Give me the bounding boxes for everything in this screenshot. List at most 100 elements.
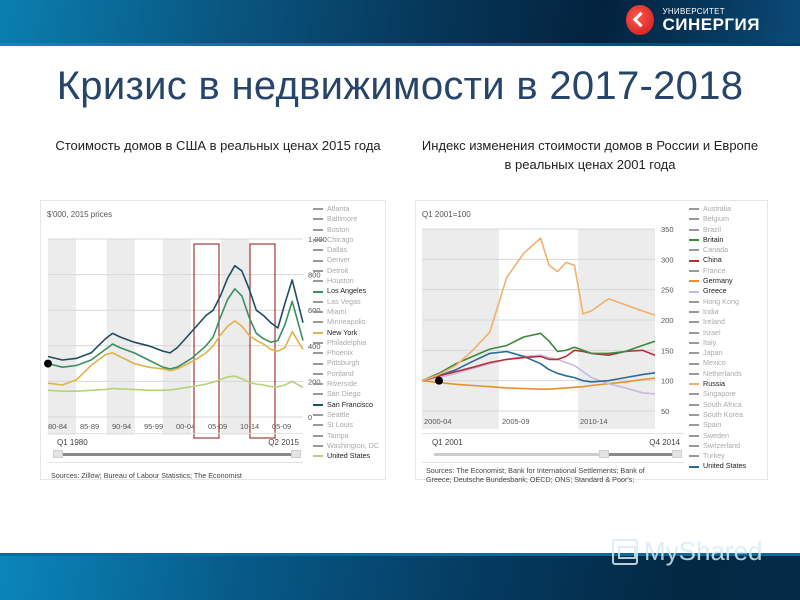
legend-item[interactable]: South Korea [689,410,746,420]
legend-item[interactable]: Switzerland [689,441,746,451]
legend-item[interactable]: Boston [313,225,379,235]
legend-item[interactable]: Hong Kong [689,297,746,307]
legend-item[interactable]: Houston [313,276,379,286]
legend-item[interactable]: United States [689,461,746,471]
legend-item[interactable]: Russia [689,379,746,389]
sources-text: Sources: The Economist; Bank for Interna… [426,466,645,484]
legend-swatch-icon [689,239,699,242]
city-legend: Atlanta Baltimore Boston Chicago Dallas Denve… [313,204,379,461]
legend-item[interactable]: Phoenix [313,348,379,358]
svg-text:600: 600 [308,306,321,315]
legend-item[interactable]: Riverside [313,379,379,389]
legend-swatch-icon [313,403,323,406]
legend-swatch-icon [689,465,699,468]
legend-item[interactable]: Denver [313,255,379,265]
legend-item[interactable]: Australia [689,204,746,214]
footer-divider [0,553,800,556]
legend-item[interactable]: Brazil [689,225,746,235]
legend-item[interactable]: Chicago [313,235,379,245]
svg-text:05-09: 05-09 [208,422,227,431]
legend-item[interactable]: China [689,255,746,265]
svg-text:400: 400 [308,342,321,351]
legend-item[interactable]: Miami [313,307,379,317]
legend-item[interactable]: Israel [689,328,746,338]
unit-label: $'000, 2015 prices [47,210,113,219]
legend-item[interactable]: Las Vegas [313,297,379,307]
legend-item[interactable]: Detroit [313,266,379,276]
legend-item[interactable]: Atlanta [313,204,379,214]
legend-swatch-icon [313,331,323,334]
legend-item[interactable]: Spain [689,420,746,430]
legend-swatch-icon [689,444,699,447]
legend-swatch-icon [689,228,699,231]
legend-item[interactable]: St Louis [313,420,379,430]
legend-item[interactable]: Portland [313,369,379,379]
legend-item[interactable]: Seattle [313,410,379,420]
sources-text: Sources: Zillow; Bureau of Labour Statis… [51,471,242,480]
legend-item[interactable]: United States [313,451,379,461]
slide-title: Кризис в недвижимости в 2017-2018 [56,64,744,108]
legend-item[interactable]: Canada [689,245,746,255]
legend-swatch-icon [689,218,699,221]
legend-item[interactable]: Pittsburgh [313,358,379,368]
legend-item[interactable]: Singapore [689,389,746,399]
legend-swatch-icon [313,218,323,221]
legend-item[interactable]: Philadelphia [313,338,379,348]
legend-item[interactable]: Washington, DC [313,441,379,451]
svg-text:100: 100 [661,377,674,386]
legend-item[interactable]: Dallas [313,245,379,255]
country-legend: Australia Belgium Brazil Britain Canada China… [689,204,746,472]
legend-item[interactable]: Los Angeles [313,286,379,296]
legend-item[interactable]: Turkey [689,451,746,461]
legend-swatch-icon [689,311,699,314]
legend-item[interactable]: New York [313,328,379,338]
legend-swatch-icon [313,362,323,365]
legend-item[interactable]: Baltimore [313,214,379,224]
footer-bar [0,556,800,600]
slider-handle-start[interactable] [53,450,63,458]
svg-text:00-04: 00-04 [176,422,195,431]
legend-swatch-icon [313,290,323,293]
legend-item[interactable]: South Africa [689,400,746,410]
legend-item[interactable]: Mexico [689,358,746,368]
legend-item[interactable]: Minneapolis [313,317,379,327]
legend-item[interactable]: Greece [689,286,746,296]
svg-text:2000-04: 2000-04 [424,417,452,426]
legend-item[interactable]: Italy [689,338,746,348]
legend-item[interactable]: Ireland [689,317,746,327]
time-range-slider[interactable]: Q1 2001 Q4 2014 [422,433,684,463]
legend-swatch-icon [313,321,323,324]
us-house-prices-chart: $'000, 2015 prices 02004006008001,00080-… [40,200,386,480]
legend-item[interactable]: Britain [689,235,746,245]
legend-swatch-icon [313,393,323,396]
slider-handle-end[interactable] [291,450,301,458]
slider-handle-start[interactable] [599,450,609,458]
header-divider [0,43,800,46]
legend-swatch-icon [689,342,699,344]
slider-range [57,453,295,456]
synergy-logo-icon [626,5,655,35]
legend-item[interactable]: Japan [689,348,746,358]
legend-item[interactable]: Netherlands [689,369,746,379]
legend-item[interactable]: Germany [689,276,746,286]
legend-swatch-icon [313,208,323,211]
svg-text:50: 50 [661,407,669,416]
svg-text:200: 200 [308,377,321,386]
us-house-prices-plot: 02004006008001,00080-8485-8990-9495-9900… [44,235,327,439]
legend-swatch-icon [313,372,323,375]
legend-swatch-icon [313,311,323,314]
legend-swatch-icon [689,455,699,458]
legend-item[interactable]: Sweden [689,431,746,441]
slider-handle-end[interactable] [672,450,682,458]
legend-item[interactable]: France [689,266,746,276]
legend-item[interactable]: Belgium [689,214,746,224]
legend-item[interactable]: India [689,307,746,317]
logo-big-text: СИНЕРГИЯ [662,14,760,34]
svg-text:150: 150 [661,346,674,355]
synergy-logo: УНИВЕРСИТЕТ СИНЕРГИЯ [626,5,760,35]
legend-item[interactable]: San Diego [313,389,379,399]
legend-item[interactable]: San Francisco [313,400,379,410]
time-range-slider[interactable]: Q1 1980 Q2 2015 [47,433,303,463]
legend-swatch-icon [689,393,699,396]
legend-item[interactable]: Tampa [313,431,379,441]
